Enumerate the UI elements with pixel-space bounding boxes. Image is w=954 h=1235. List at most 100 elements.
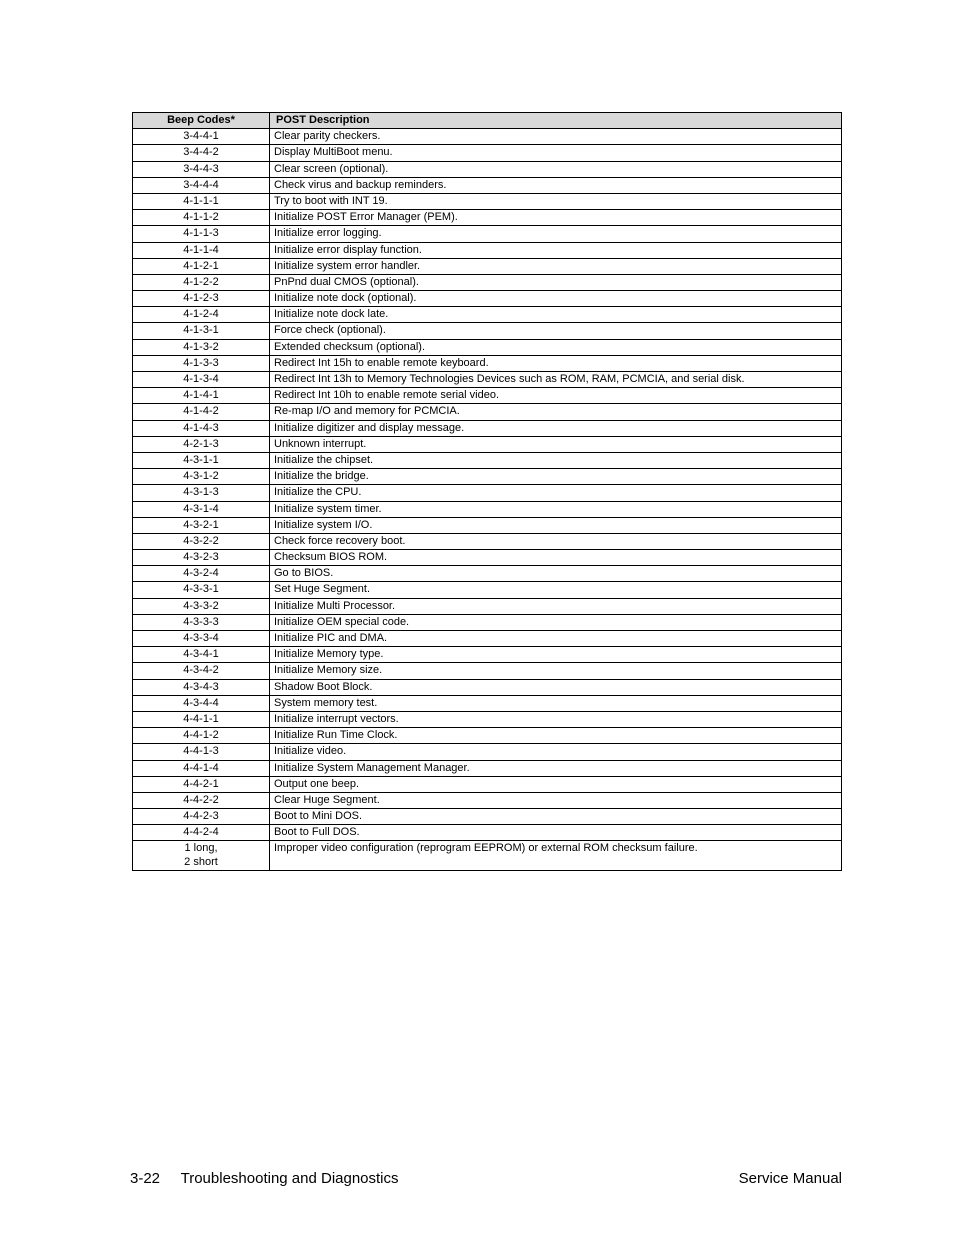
table-row: 4-4-1-4Initialize System Management Mana…: [133, 760, 842, 776]
beep-code-cell: 4-1-2-2: [133, 274, 270, 290]
table-row: 4-1-3-3Redirect Int 15h to enable remote…: [133, 355, 842, 371]
table-row: 3-4-4-3Clear screen (optional).: [133, 161, 842, 177]
post-description-cell: PnPnd dual CMOS (optional).: [270, 274, 842, 290]
table-row: 4-3-1-2Initialize the bridge.: [133, 469, 842, 485]
beep-codes-table: Beep Codes* POST Description 3-4-4-1Clea…: [132, 112, 842, 871]
post-description-cell: Initialize error logging.: [270, 226, 842, 242]
beep-code-cell: 4-1-3-2: [133, 339, 270, 355]
post-description-cell: Initialize system I/O.: [270, 517, 842, 533]
beep-code-cell: 4-3-2-2: [133, 533, 270, 549]
post-description-cell: Re-map I/O and memory for PCMCIA.: [270, 404, 842, 420]
table-row: 4-3-4-4System memory test.: [133, 695, 842, 711]
table-row: 1 long, 2 shortImproper video configurat…: [133, 841, 842, 870]
table-row: 4-1-2-2PnPnd dual CMOS (optional).: [133, 274, 842, 290]
beep-code-cell: 4-3-4-4: [133, 695, 270, 711]
post-description-cell: Force check (optional).: [270, 323, 842, 339]
post-description-cell: Initialize POST Error Manager (PEM).: [270, 210, 842, 226]
post-description-cell: Extended checksum (optional).: [270, 339, 842, 355]
post-description-cell: System memory test.: [270, 695, 842, 711]
table-row: 4-1-4-1Redirect Int 10h to enable remote…: [133, 388, 842, 404]
post-description-cell: Check force recovery boot.: [270, 533, 842, 549]
beep-code-cell: 4-4-1-3: [133, 744, 270, 760]
post-description-cell: Unknown interrupt.: [270, 436, 842, 452]
beep-code-cell: 3-4-4-2: [133, 145, 270, 161]
beep-code-cell: 4-1-1-1: [133, 193, 270, 209]
beep-code-cell: 4-3-1-1: [133, 452, 270, 468]
post-description-cell: Redirect Int 15h to enable remote keyboa…: [270, 355, 842, 371]
table-row: 4-1-2-1Initialize system error handler.: [133, 258, 842, 274]
table-row: 4-3-1-1Initialize the chipset.: [133, 452, 842, 468]
page-footer: 3-22 Troubleshooting and Diagnostics Ser…: [130, 1170, 842, 1187]
beep-code-cell: 4-3-3-3: [133, 614, 270, 630]
beep-code-cell: 4-4-2-2: [133, 792, 270, 808]
post-description-cell: Clear screen (optional).: [270, 161, 842, 177]
table-row: 4-4-2-3Boot to Mini DOS.: [133, 809, 842, 825]
post-description-cell: Initialize the chipset.: [270, 452, 842, 468]
table-row: 4-1-4-2Re-map I/O and memory for PCMCIA.: [133, 404, 842, 420]
table-row: 4-3-2-1Initialize system I/O.: [133, 517, 842, 533]
beep-code-cell: 4-3-4-1: [133, 647, 270, 663]
table-row: 4-3-3-1Set Huge Segment.: [133, 582, 842, 598]
beep-code-cell: 4-4-2-3: [133, 809, 270, 825]
table-row: 4-4-2-1Output one beep.: [133, 776, 842, 792]
beep-code-cell: 4-4-1-2: [133, 728, 270, 744]
table-row: 4-3-2-4Go to BIOS.: [133, 566, 842, 582]
page: Beep Codes* POST Description 3-4-4-1Clea…: [0, 0, 954, 1235]
post-description-cell: Initialize Multi Processor.: [270, 598, 842, 614]
beep-code-cell: 4-3-1-4: [133, 501, 270, 517]
beep-code-cell: 4-1-4-3: [133, 420, 270, 436]
beep-code-cell: 4-4-1-1: [133, 711, 270, 727]
beep-code-cell: 3-4-4-3: [133, 161, 270, 177]
post-description-cell: Initialize Run Time Clock.: [270, 728, 842, 744]
post-description-cell: Initialize error display function.: [270, 242, 842, 258]
post-description-cell: Check virus and backup reminders.: [270, 177, 842, 193]
table-body: 3-4-4-1Clear parity checkers.3-4-4-2Disp…: [133, 129, 842, 871]
footer-section: Troubleshooting and Diagnostics: [181, 1170, 399, 1187]
beep-code-cell: 4-1-3-4: [133, 372, 270, 388]
table-row: 4-3-3-2Initialize Multi Processor.: [133, 598, 842, 614]
post-description-cell: Redirect Int 13h to Memory Technologies …: [270, 372, 842, 388]
footer-page-number: 3-22: [130, 1170, 160, 1187]
beep-code-cell: 4-3-3-2: [133, 598, 270, 614]
beep-code-cell: 4-3-2-1: [133, 517, 270, 533]
post-description-cell: Boot to Full DOS.: [270, 825, 842, 841]
beep-code-cell: 4-3-4-2: [133, 663, 270, 679]
table-header-row: Beep Codes* POST Description: [133, 113, 842, 129]
post-description-cell: Initialize digitizer and display message…: [270, 420, 842, 436]
beep-code-cell: 4-4-2-1: [133, 776, 270, 792]
table-row: 4-3-3-4Initialize PIC and DMA.: [133, 631, 842, 647]
beep-code-cell: 4-1-1-4: [133, 242, 270, 258]
beep-code-cell: 4-3-3-4: [133, 631, 270, 647]
table-row: 3-4-4-4Check virus and backup reminders.: [133, 177, 842, 193]
table-row: 4-4-2-2Clear Huge Segment.: [133, 792, 842, 808]
table-row: 4-1-4-3Initialize digitizer and display …: [133, 420, 842, 436]
beep-code-cell: 4-3-4-3: [133, 679, 270, 695]
beep-code-cell: 4-1-3-3: [133, 355, 270, 371]
beep-code-cell: 4-3-2-4: [133, 566, 270, 582]
table-row: 4-3-2-2Check force recovery boot.: [133, 533, 842, 549]
beep-code-cell: 4-3-2-3: [133, 550, 270, 566]
post-description-cell: Redirect Int 10h to enable remote serial…: [270, 388, 842, 404]
post-description-cell: Improper video configuration (reprogram …: [270, 841, 842, 870]
beep-code-cell: 4-2-1-3: [133, 436, 270, 452]
table-row: 4-4-1-2Initialize Run Time Clock.: [133, 728, 842, 744]
post-description-cell: Initialize OEM special code.: [270, 614, 842, 630]
post-description-cell: Initialize System Management Manager.: [270, 760, 842, 776]
beep-code-cell: 4-3-1-3: [133, 485, 270, 501]
table-row: 4-3-4-2Initialize Memory size.: [133, 663, 842, 679]
post-description-cell: Output one beep.: [270, 776, 842, 792]
footer-manual: Service Manual: [739, 1170, 842, 1187]
beep-code-cell: 4-1-2-1: [133, 258, 270, 274]
post-description-cell: Set Huge Segment.: [270, 582, 842, 598]
beep-code-cell: 4-1-4-1: [133, 388, 270, 404]
post-description-cell: Initialize system timer.: [270, 501, 842, 517]
header-beep-codes: Beep Codes*: [133, 113, 270, 129]
post-description-cell: Initialize PIC and DMA.: [270, 631, 842, 647]
table-row: 4-1-2-3Initialize note dock (optional).: [133, 291, 842, 307]
beep-code-cell: 4-1-1-3: [133, 226, 270, 242]
beep-code-cell: 4-4-2-4: [133, 825, 270, 841]
table-row: 4-1-3-4Redirect Int 13h to Memory Techno…: [133, 372, 842, 388]
beep-code-cell: 1 long, 2 short: [133, 841, 270, 870]
post-description-cell: Initialize video.: [270, 744, 842, 760]
post-description-cell: Initialize the CPU.: [270, 485, 842, 501]
